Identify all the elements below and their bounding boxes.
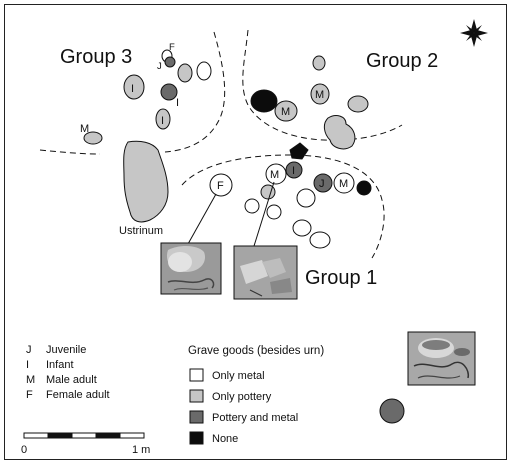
- grave-letter: I: [176, 97, 179, 109]
- grave: [266, 204, 282, 220]
- grave-letter: M: [315, 89, 324, 101]
- grave: [309, 231, 331, 249]
- grave: [160, 83, 178, 101]
- legend-label: None: [212, 433, 238, 445]
- grave-letter: J: [157, 61, 162, 72]
- grave: [155, 108, 171, 130]
- grave-letter: M: [281, 106, 290, 118]
- legend-code: M: [26, 374, 35, 386]
- grave-photo-1: [160, 242, 222, 295]
- grave: [292, 219, 312, 237]
- group-1-graves: F M I J M: [209, 161, 372, 249]
- grave: [310, 83, 330, 105]
- grave-letter: J: [319, 178, 325, 190]
- legend-label: Pottery and metal: [212, 412, 298, 424]
- legend-label: Only metal: [212, 370, 265, 382]
- grave: [209, 173, 233, 197]
- group-3-graves: F J I I I M: [80, 42, 212, 145]
- group-1-label: Group 1: [305, 267, 377, 289]
- ustrinum-label: Ustrinum: [119, 225, 163, 237]
- grave: [289, 142, 309, 160]
- legend-label: Male adult: [46, 374, 97, 386]
- grave: [356, 180, 372, 196]
- grave-letter: F: [217, 180, 224, 192]
- grave-letter: F: [169, 42, 175, 53]
- legend-swatch: [189, 410, 204, 424]
- grave-letter: M: [339, 178, 348, 190]
- grave: [274, 100, 298, 122]
- grave-letter: I: [131, 83, 134, 95]
- scale-bar: 0 1 m: [21, 432, 150, 456]
- grave: [312, 55, 326, 71]
- grave: [333, 172, 355, 194]
- legend-swatch: [189, 431, 204, 445]
- grave-letter: I: [292, 165, 295, 177]
- boundary-group2: [242, 29, 403, 141]
- boundary-group3-bottom: [39, 149, 101, 155]
- grave-photo-3: [407, 331, 476, 386]
- grave: [196, 61, 212, 81]
- legend-label: Female adult: [46, 389, 110, 401]
- group-3-label: Group 3: [60, 46, 132, 68]
- boundary-group1: [181, 154, 385, 259]
- group-2-graves: M M: [250, 55, 369, 160]
- leader-line: [187, 193, 217, 245]
- grave-letter: M: [80, 123, 89, 135]
- grave: [313, 173, 333, 193]
- legend-swatch: [189, 368, 204, 382]
- leader-line: [253, 181, 275, 247]
- grave: [296, 188, 316, 208]
- legend-code: J: [26, 344, 32, 356]
- grave: [285, 161, 303, 179]
- age-sex-legend: J Juvenile I Infant M Male adult F Femal…: [26, 344, 110, 401]
- grave-photo-2: [233, 245, 298, 300]
- legend-swatch: [189, 389, 204, 403]
- legend-label: Infant: [46, 359, 74, 371]
- compass-rose-icon: [460, 19, 488, 47]
- legend-code: F: [26, 389, 33, 401]
- ustrinum: [123, 140, 169, 223]
- grave-letter: M: [270, 169, 279, 181]
- grave: [123, 74, 145, 100]
- scale-end-label: 1 m: [132, 444, 150, 456]
- grave: [265, 163, 287, 185]
- legend-title: Grave goods (besides urn): [188, 345, 324, 357]
- grave: [83, 131, 103, 145]
- legend-label: Juvenile: [46, 344, 86, 356]
- grave-goods-legend: Grave goods (besides urn) Only metal Onl…: [188, 345, 324, 445]
- grave-letter: I: [161, 115, 164, 127]
- legend-code: I: [26, 359, 29, 371]
- grave: [177, 63, 193, 83]
- grave: [244, 198, 260, 214]
- grave: [164, 56, 176, 68]
- grave: [347, 95, 369, 113]
- scale-start-label: 0: [21, 444, 27, 456]
- grave: [250, 89, 278, 113]
- grave: [323, 115, 356, 150]
- boundary-group3-right: [164, 31, 226, 153]
- grave: [379, 398, 405, 424]
- group-2-label: Group 2: [366, 50, 438, 72]
- legend-label: Only pottery: [212, 391, 272, 403]
